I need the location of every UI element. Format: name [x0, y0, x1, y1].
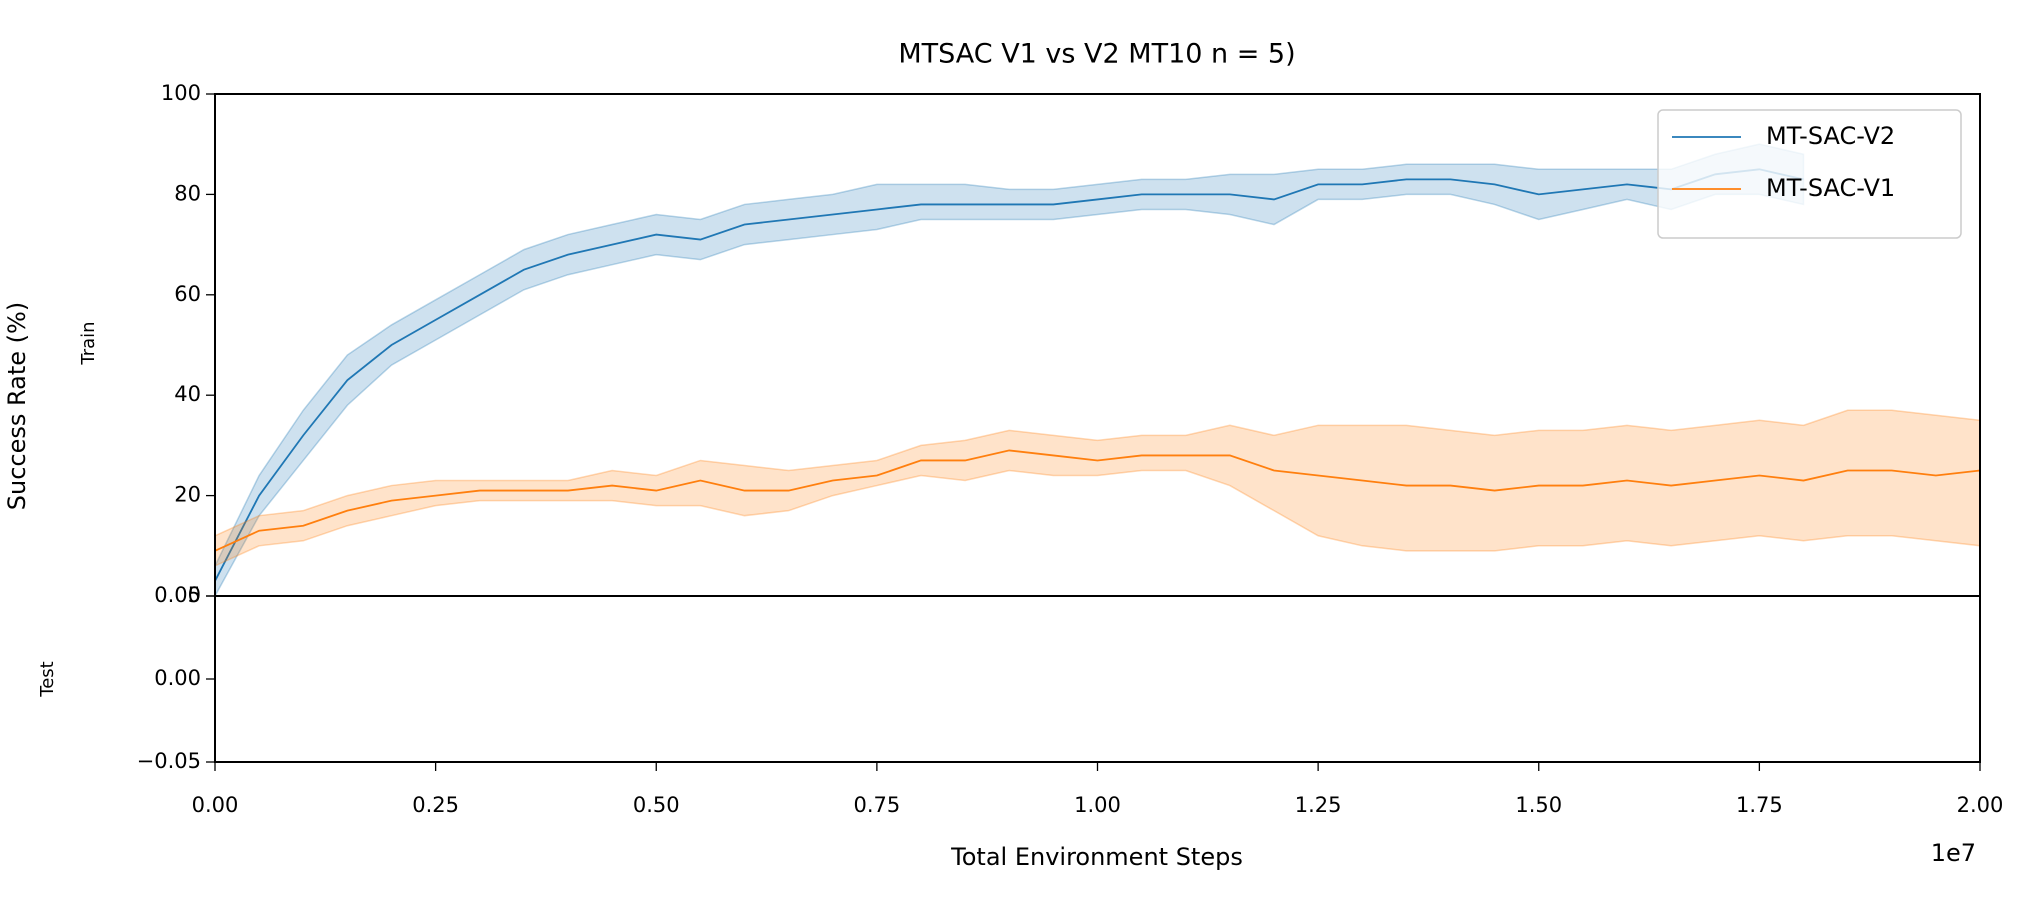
legend-label: MT-SAC-V1 — [1766, 174, 1895, 202]
series-line — [214, 449, 1981, 552]
x-tick-label: 1.50 — [1515, 793, 1562, 817]
y-tick-label: 80 — [174, 181, 201, 205]
x-axis-label: Total Environment Steps — [950, 843, 1243, 871]
y-tick-label: 60 — [174, 282, 201, 306]
x-tick-label: 2.00 — [1957, 793, 2004, 817]
y-tick-label: −0.05 — [137, 749, 201, 773]
x-tick-label: 0.75 — [853, 793, 900, 817]
x-tick-label: 1.00 — [1074, 793, 1121, 817]
x-tick-label: 0.50 — [633, 793, 680, 817]
x-tick-label: 0.00 — [192, 793, 239, 817]
y-tick-label: 40 — [174, 382, 201, 406]
y-tick-label: 0.05 — [154, 583, 201, 607]
panel-label: Test — [37, 661, 58, 697]
confidence-band — [214, 409, 1981, 568]
x-offset-label: 1e7 — [1931, 839, 1976, 867]
panel-label: Train — [78, 321, 99, 365]
legend-box — [1657, 109, 1962, 239]
chart-title: MTSAC V1 vs V2 MT10 n = 5) — [898, 39, 1295, 70]
y-tick-label: 100 — [161, 81, 201, 105]
x-tick-label: 0.25 — [412, 793, 459, 817]
x-tick-label: 1.75 — [1736, 793, 1783, 817]
x-tick-label: 1.25 — [1295, 793, 1342, 817]
y-tick-label: 20 — [174, 483, 201, 507]
y-tick-label: 0.00 — [154, 666, 201, 690]
series-line — [214, 168, 1804, 582]
axes-frame — [214, 595, 1981, 763]
y-tick-label: 0 — [188, 583, 201, 607]
legend-label: MT-SAC-V2 — [1766, 122, 1895, 150]
y-axis-label: Success Rate (%) — [3, 302, 31, 510]
